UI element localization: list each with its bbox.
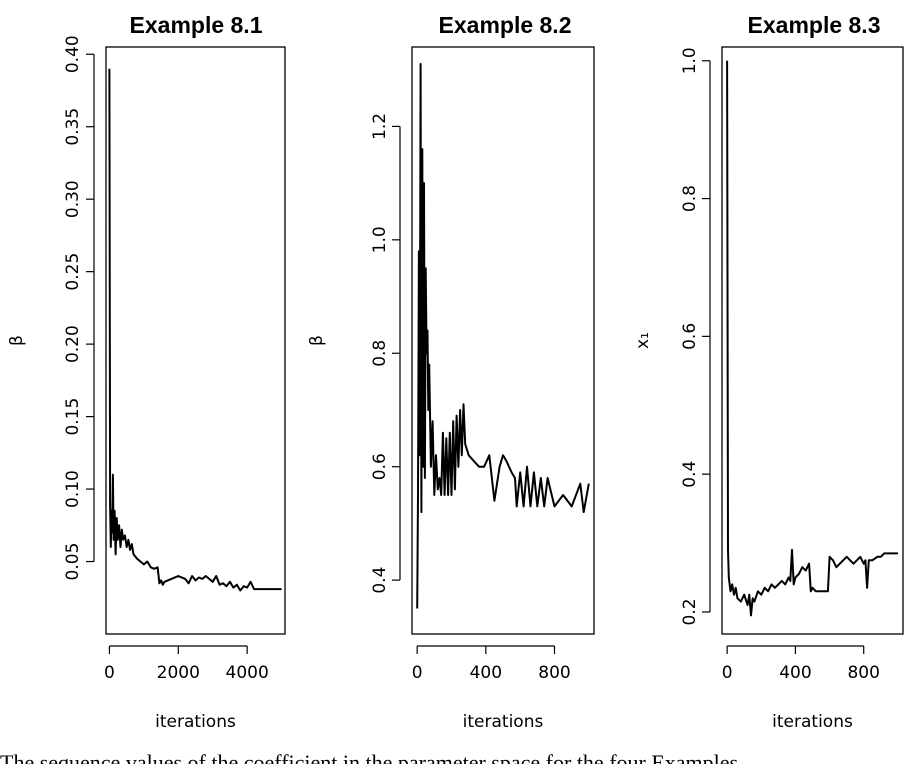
- panel-title-3: Example 8.3: [748, 12, 881, 38]
- y-tick-label-3-4: 0.8: [680, 185, 700, 212]
- x-tick-label-3-2: 400: [779, 663, 811, 683]
- y-tick-label-3-2: 0.4: [680, 461, 700, 488]
- x-tick-label-2-2: 400: [470, 663, 502, 683]
- y-tick-label-2-5: 1.2: [370, 113, 390, 140]
- x-tick-label-2-1: 0: [412, 663, 423, 683]
- figure-caption: The sequence values of the coefficient i…: [0, 752, 914, 764]
- series-line-3-1: [726, 60, 898, 617]
- y-tick-label-2-4: 1.0: [370, 226, 390, 253]
- x-tick-label-1-3: 4000: [226, 663, 269, 683]
- y-tick-label-1-3: 0.15: [63, 398, 83, 436]
- y-tick-label-3-3: 0.6: [680, 323, 700, 350]
- x-tick-label-2-3: 800: [538, 663, 570, 683]
- y-tick-label-3-5: 1.0: [680, 47, 700, 74]
- x-tick-label-1-2: 2000: [157, 663, 200, 683]
- y-tick-label-1-8: 0.40: [63, 35, 83, 73]
- y-tick-label-1-2: 0.10: [63, 470, 83, 508]
- y-tick-label-3-1: 0.2: [680, 598, 700, 625]
- plot-frame-1: [105, 46, 286, 635]
- x-axis-label-3: iterations: [772, 712, 853, 732]
- plot-frame-3: [721, 46, 904, 635]
- y-tick-label-2-2: 0.6: [370, 453, 390, 480]
- y-axis-label-3: x₁: [633, 332, 653, 349]
- x-axis-label-1: iterations: [155, 712, 236, 732]
- series-line-1-1: [108, 68, 282, 592]
- y-tick-label-1-7: 0.35: [63, 108, 83, 146]
- plot-frame-2: [411, 46, 595, 635]
- y-axis-label-1: β: [7, 335, 27, 346]
- y-tick-label-1-4: 0.20: [63, 325, 83, 363]
- y-tick-label-2-3: 0.8: [370, 340, 390, 367]
- panel-title-2: Example 8.2: [439, 12, 572, 38]
- series-line-2-1: [416, 63, 590, 609]
- x-axis-label-2: iterations: [463, 712, 544, 732]
- x-tick-label-1-1: 0: [104, 663, 115, 683]
- y-tick-label-1-1: 0.05: [63, 543, 83, 581]
- y-tick-label-1-6: 0.30: [63, 180, 83, 218]
- y-tick-label-1-5: 0.25: [63, 253, 83, 291]
- x-tick-label-3-1: 0: [722, 663, 733, 683]
- x-tick-label-3-3: 800: [847, 663, 879, 683]
- panel-title-1: Example 8.1: [130, 12, 263, 38]
- y-axis-label-2: β: [307, 335, 327, 346]
- y-tick-label-2-1: 0.4: [370, 567, 390, 594]
